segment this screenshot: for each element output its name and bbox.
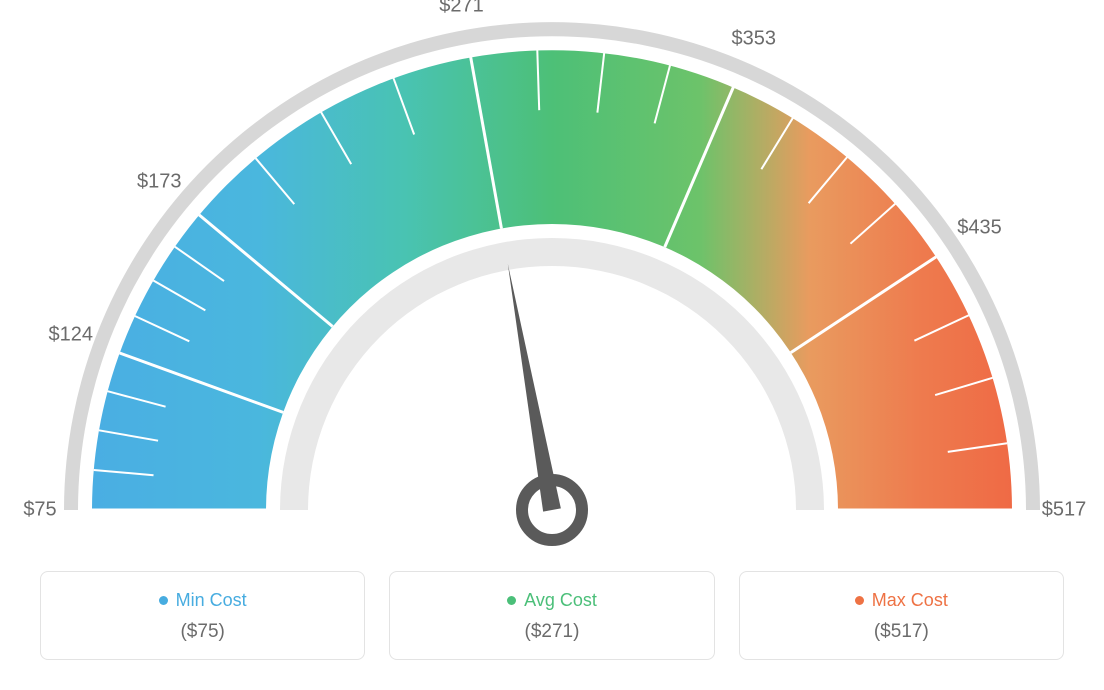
cost-gauge-chart: $75 $124 $173 $271 $353 $435 $517 Min Cost ($7… — [0, 0, 1104, 690]
legend-label-min: Min Cost — [176, 590, 247, 611]
legend-dot-max — [855, 596, 864, 605]
legend-card-max: Max Cost ($517) — [739, 571, 1064, 660]
gauge-tick-label: $173 — [137, 170, 182, 193]
legend-value-min: ($75) — [51, 621, 354, 643]
legend-title-min: Min Cost — [159, 590, 247, 611]
legend-dot-avg — [507, 596, 516, 605]
legend-card-min: Min Cost ($75) — [40, 571, 365, 660]
gauge-tick-label: $435 — [957, 217, 1002, 240]
gauge-svg — [0, 0, 1104, 560]
gauge-area: $75 $124 $173 $271 $353 $435 $517 — [0, 0, 1104, 560]
gauge-tick-label: $75 — [23, 499, 56, 522]
gauge-tick-label: $124 — [48, 324, 93, 347]
legend-dot-min — [159, 596, 168, 605]
legend-value-max: ($517) — [750, 621, 1053, 643]
legend-title-max: Max Cost — [855, 590, 948, 611]
legend-value-avg: ($271) — [400, 621, 703, 643]
gauge-tick-label: $271 — [439, 0, 484, 18]
legend-card-avg: Avg Cost ($271) — [389, 571, 714, 660]
gauge-tick-label: $353 — [732, 28, 777, 51]
legend-label-avg: Avg Cost — [524, 590, 597, 611]
gauge-tick-label: $517 — [1042, 499, 1087, 522]
legend-label-max: Max Cost — [872, 590, 948, 611]
legend-row: Min Cost ($75) Avg Cost ($271) Max Cost … — [40, 571, 1064, 660]
legend-title-avg: Avg Cost — [507, 590, 597, 611]
